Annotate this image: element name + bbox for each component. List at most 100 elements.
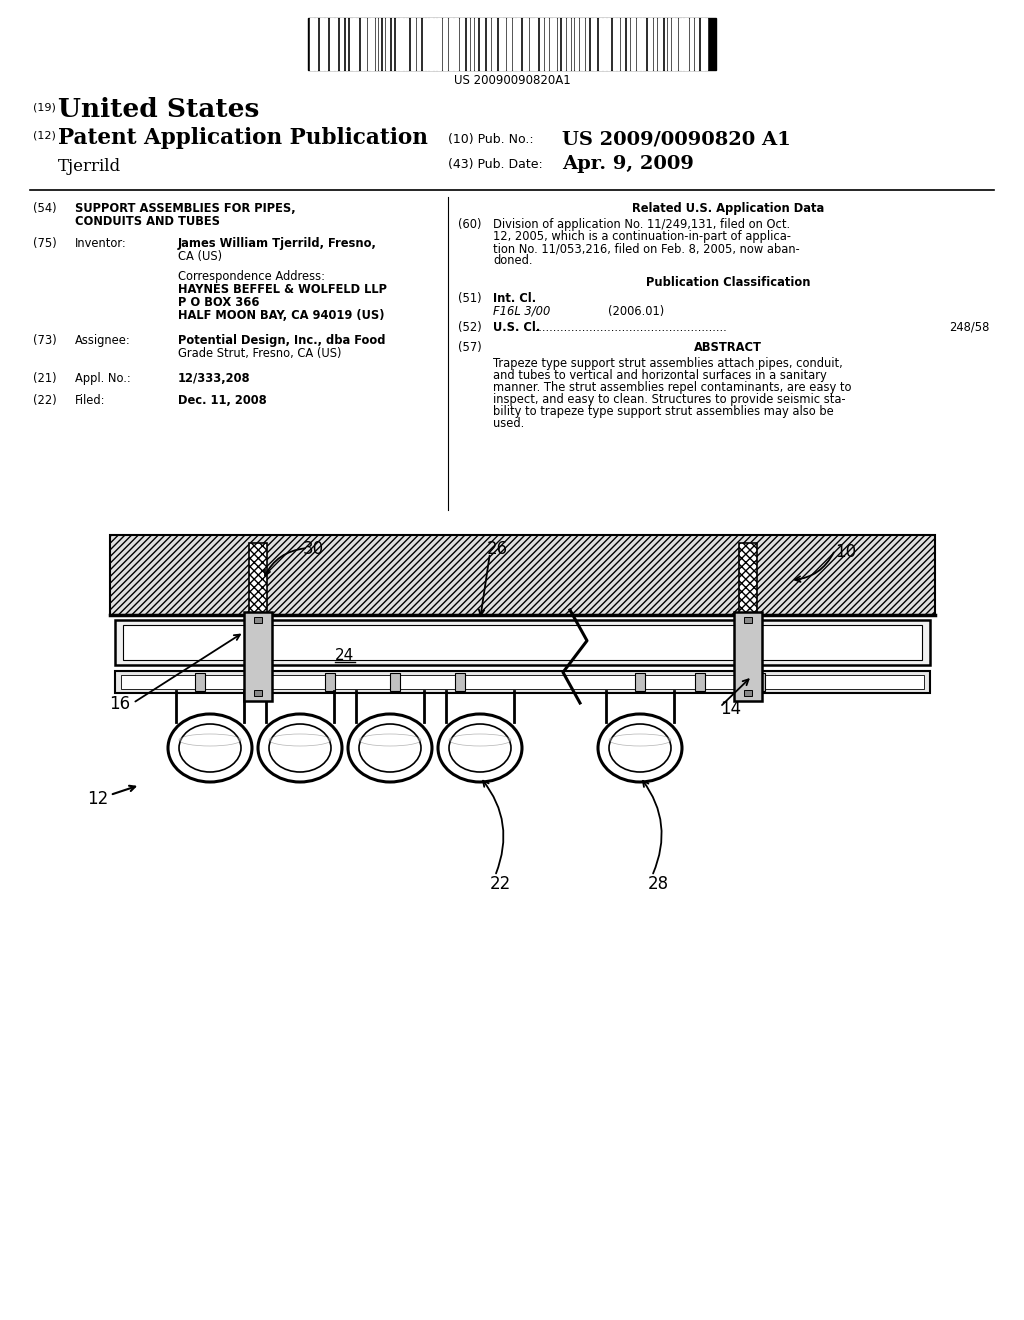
Ellipse shape [449,734,511,746]
Bar [404,18,406,70]
Text: inspect, and easy to clean. Structures to provide seismic sta-: inspect, and easy to clean. Structures t… [493,393,846,407]
Bar [540,18,543,70]
Bar [648,18,652,70]
Ellipse shape [449,723,511,772]
Text: doned.: doned. [493,253,532,267]
Bar [672,18,675,70]
Text: (10) Pub. No.:: (10) Pub. No.: [449,133,534,147]
Bar [254,616,262,623]
Text: Trapeze type support strut assemblies attach pipes, conduit,: Trapeze type support strut assemblies at… [493,356,843,370]
Bar [310,18,314,70]
Bar [734,612,762,701]
Bar [593,18,596,70]
Bar [249,543,267,700]
Text: Related U.S. Application Data: Related U.S. Application Data [632,202,824,215]
Text: .....................................................: ........................................… [531,321,727,334]
Bar [744,616,752,623]
Bar [552,18,556,70]
Text: (21): (21) [33,372,56,385]
Text: US 20090090820A1: US 20090090820A1 [454,74,570,87]
Bar [325,18,327,70]
Bar [471,18,473,70]
Bar [631,18,635,70]
Text: (73): (73) [33,334,56,347]
Text: Tjerrild: Tjerrild [58,158,121,176]
Bar [690,18,693,70]
Text: SUPPORT ASSEMBLIES FOR PIPES,: SUPPORT ASSEMBLIES FOR PIPES, [75,202,296,215]
Text: (51): (51) [458,292,481,305]
Bar [123,624,922,660]
Bar [330,18,334,70]
Bar [545,18,548,70]
Text: (57): (57) [458,341,481,354]
Text: (2006.01): (2006.01) [608,305,665,318]
Bar [660,18,662,70]
Text: HALF MOON BAY, CA 94019 (US): HALF MOON BAY, CA 94019 (US) [178,309,384,322]
Text: U.S. Cl.: U.S. Cl. [493,321,541,334]
Text: and tubes to vertical and horizontal surfaces in a sanitary: and tubes to vertical and horizontal sur… [493,370,826,381]
Text: (54): (54) [33,202,56,215]
Text: Grade Strut, Fresno, CA (US): Grade Strut, Fresno, CA (US) [178,347,341,360]
Text: Potential Design, Inc., dba Food: Potential Design, Inc., dba Food [178,334,385,347]
Text: Patent Application Publication: Patent Application Publication [58,127,428,149]
Text: (12): (12) [33,129,56,140]
Bar [637,18,640,70]
Bar [115,620,930,665]
Bar [467,18,469,70]
Text: Dec. 11, 2008: Dec. 11, 2008 [178,393,266,407]
Text: Apr. 9, 2009: Apr. 9, 2009 [562,154,694,173]
Bar [492,18,496,70]
Ellipse shape [609,723,671,772]
Text: P O BOX 366: P O BOX 366 [178,296,259,309]
Bar [390,673,400,690]
Bar [681,18,683,70]
Bar [455,673,465,690]
Ellipse shape [179,734,241,746]
Bar [534,18,537,70]
Text: (75): (75) [33,238,56,249]
Bar [744,690,752,696]
Text: Filed:: Filed: [75,393,105,407]
Text: used.: used. [493,417,524,430]
Text: James William Tjerrild, Fresno,: James William Tjerrild, Fresno, [178,238,377,249]
Bar [423,18,425,70]
Bar [654,18,656,70]
Text: (22): (22) [33,393,56,407]
Text: (60): (60) [458,218,481,231]
Bar [319,18,324,70]
Text: 24: 24 [336,648,354,663]
Ellipse shape [348,714,432,781]
Bar [361,18,364,70]
Bar [110,535,935,615]
Bar [603,18,606,70]
Text: 16: 16 [109,696,130,713]
Bar [621,18,624,70]
Text: HAYNES BEFFEL & WOLFELD LLP: HAYNES BEFFEL & WOLFELD LLP [178,282,387,296]
Text: tion No. 11/053,216, filed on Feb. 8, 2005, now aban-: tion No. 11/053,216, filed on Feb. 8, 20… [493,242,800,255]
Ellipse shape [269,723,331,772]
Bar [567,18,570,70]
Bar [499,18,503,70]
Text: ABSTRACT: ABSTRACT [694,341,762,354]
Text: F16L 3/00: F16L 3/00 [493,305,550,318]
Bar [575,18,578,70]
Bar [449,18,453,70]
Text: 12: 12 [87,789,108,808]
Bar [460,18,464,70]
Bar [426,18,428,70]
Text: 12, 2005, which is a continuation-in-part of applica-: 12, 2005, which is a continuation-in-par… [493,230,791,243]
Text: 22: 22 [490,875,511,894]
Bar [668,18,670,70]
Ellipse shape [609,734,671,746]
Ellipse shape [168,714,252,781]
Bar [684,18,688,70]
Bar [254,690,262,696]
Text: Division of application No. 11/249,131, filed on Oct.: Division of application No. 11/249,131, … [493,218,791,231]
Bar [513,18,515,70]
Bar [340,18,343,70]
Bar [599,18,602,70]
Text: manner. The strut assemblies repel contaminants, are easy to: manner. The strut assemblies repel conta… [493,381,852,393]
Bar [399,18,403,70]
Text: 10: 10 [835,543,856,561]
Ellipse shape [179,723,241,772]
